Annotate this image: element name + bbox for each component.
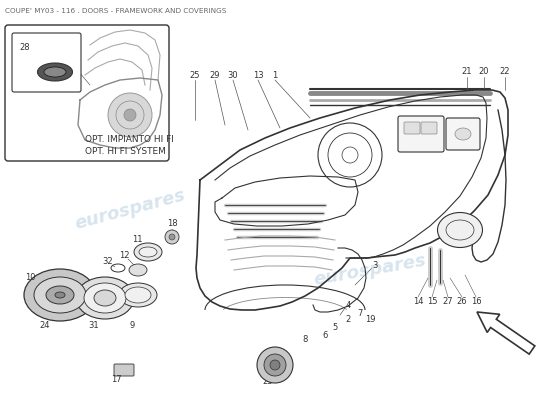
Text: 15: 15 bbox=[427, 298, 437, 306]
Text: eurospares: eurospares bbox=[73, 186, 188, 234]
Text: 25: 25 bbox=[190, 70, 200, 80]
Ellipse shape bbox=[437, 212, 482, 248]
Text: 21: 21 bbox=[462, 68, 472, 76]
Text: 11: 11 bbox=[132, 236, 142, 244]
Ellipse shape bbox=[46, 286, 74, 304]
Ellipse shape bbox=[76, 277, 134, 319]
Text: 8: 8 bbox=[302, 336, 307, 344]
Text: 3: 3 bbox=[372, 260, 378, 270]
Text: eurospares: eurospares bbox=[312, 251, 428, 289]
Ellipse shape bbox=[34, 277, 86, 313]
Text: 20: 20 bbox=[478, 68, 490, 76]
Text: 22: 22 bbox=[500, 68, 510, 76]
FancyBboxPatch shape bbox=[446, 118, 480, 150]
Ellipse shape bbox=[129, 264, 147, 276]
Text: 12: 12 bbox=[119, 250, 129, 260]
Circle shape bbox=[165, 230, 179, 244]
Ellipse shape bbox=[24, 269, 96, 321]
Ellipse shape bbox=[125, 287, 151, 303]
Circle shape bbox=[124, 109, 136, 121]
Text: 19: 19 bbox=[365, 316, 375, 324]
Circle shape bbox=[264, 354, 286, 376]
Text: OPT. HI FI SYSTEM: OPT. HI FI SYSTEM bbox=[85, 148, 166, 156]
Text: 4: 4 bbox=[345, 300, 351, 310]
Text: 31: 31 bbox=[89, 320, 100, 330]
Text: 23: 23 bbox=[263, 378, 273, 386]
Text: 6: 6 bbox=[322, 330, 328, 340]
FancyBboxPatch shape bbox=[404, 122, 420, 134]
Ellipse shape bbox=[139, 247, 157, 257]
Ellipse shape bbox=[44, 67, 66, 77]
FancyBboxPatch shape bbox=[421, 122, 437, 134]
Text: 29: 29 bbox=[210, 70, 220, 80]
Ellipse shape bbox=[119, 283, 157, 307]
Text: 26: 26 bbox=[456, 298, 468, 306]
Ellipse shape bbox=[455, 128, 471, 140]
Text: 14: 14 bbox=[412, 298, 424, 306]
FancyBboxPatch shape bbox=[114, 364, 134, 376]
Text: 30: 30 bbox=[228, 70, 238, 80]
Ellipse shape bbox=[134, 243, 162, 261]
Circle shape bbox=[169, 234, 175, 240]
Circle shape bbox=[108, 93, 152, 137]
Text: 18: 18 bbox=[167, 220, 177, 228]
Ellipse shape bbox=[94, 290, 116, 306]
Ellipse shape bbox=[55, 292, 65, 298]
Text: 16: 16 bbox=[471, 298, 481, 306]
Text: 27: 27 bbox=[443, 298, 453, 306]
Text: 9: 9 bbox=[129, 320, 135, 330]
Text: 1: 1 bbox=[272, 70, 278, 80]
Text: OPT. IMPIANTO HI FI: OPT. IMPIANTO HI FI bbox=[85, 136, 174, 144]
Text: COUPE' MY03 - 116 . DOORS - FRAMEWORK AND COVERINGS: COUPE' MY03 - 116 . DOORS - FRAMEWORK AN… bbox=[5, 8, 227, 14]
FancyBboxPatch shape bbox=[12, 33, 81, 92]
Ellipse shape bbox=[84, 283, 126, 313]
Text: 17: 17 bbox=[111, 376, 122, 384]
Text: 7: 7 bbox=[358, 308, 362, 318]
Text: 24: 24 bbox=[40, 320, 50, 330]
Text: 13: 13 bbox=[252, 70, 263, 80]
Ellipse shape bbox=[37, 63, 73, 81]
Circle shape bbox=[270, 360, 280, 370]
Text: 32: 32 bbox=[103, 258, 113, 266]
Text: 2: 2 bbox=[345, 316, 351, 324]
Text: 5: 5 bbox=[332, 322, 338, 332]
Text: 10: 10 bbox=[25, 274, 35, 282]
FancyBboxPatch shape bbox=[398, 116, 444, 152]
Text: 28: 28 bbox=[20, 42, 30, 52]
FancyArrow shape bbox=[477, 312, 535, 354]
FancyBboxPatch shape bbox=[5, 25, 169, 161]
Circle shape bbox=[257, 347, 293, 383]
